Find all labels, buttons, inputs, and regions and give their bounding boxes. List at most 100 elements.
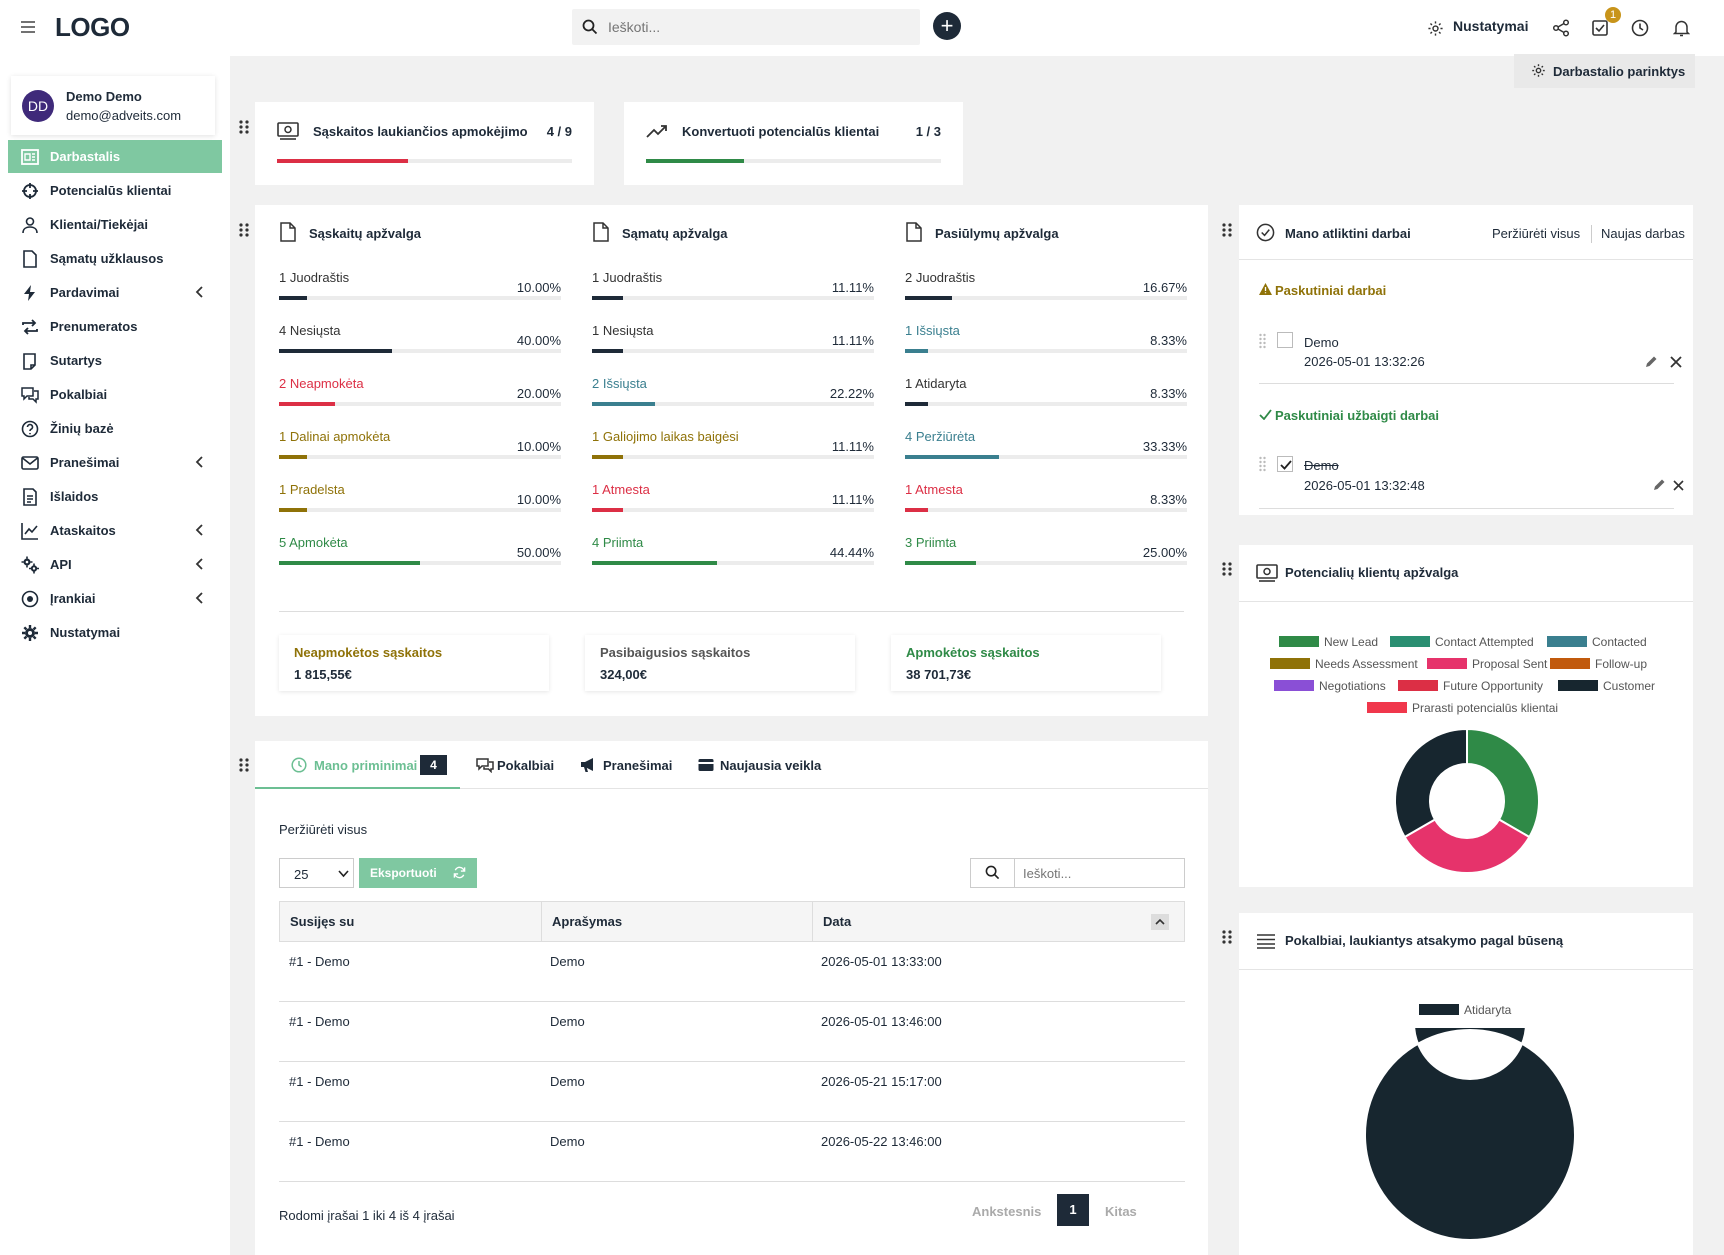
drag-handle-icon[interactable] (1222, 223, 1234, 239)
next-page-button[interactable]: Kitas (1105, 1204, 1137, 1219)
sidebar-item-12[interactable]: API (8, 548, 222, 581)
tab-reminders[interactable]: Mano priminimai 4 (255, 741, 460, 789)
overview-row[interactable]: 3 Priimta 25.00% (905, 535, 1187, 575)
stat-card-leads[interactable]: Konvertuoti potencialūs klientai 1 / 3 (624, 102, 963, 185)
legend-item[interactable]: Prarasti potencialūs klientai (1367, 701, 1558, 715)
overview-row[interactable]: 5 Apmokėta 50.00% (279, 535, 561, 575)
task-checkbox-checked[interactable] (1277, 456, 1293, 472)
table-row[interactable]: #1 - Demo Demo 2026-05-21 15:17:00 (279, 1062, 1185, 1122)
overview-row[interactable]: 1 Juodraštis 10.00% (279, 270, 561, 310)
overview-row[interactable]: 2 Juodraštis 16.67% (905, 270, 1187, 310)
column-header[interactable]: Aprašymas (541, 902, 812, 942)
legend-item[interactable]: New Lead (1279, 635, 1378, 649)
sidebar-item-8[interactable]: Žinių bazė (8, 412, 222, 445)
legend-item[interactable]: Future Opportunity (1398, 679, 1543, 693)
sidebar-item-11[interactable]: Ataskaitos (8, 514, 222, 547)
quick-add-button[interactable]: + (933, 12, 961, 40)
column-header[interactable]: Data (812, 902, 1186, 942)
view-all-reminders-link[interactable]: Peržiūrėti visus (279, 822, 368, 837)
overview-row[interactable]: 1 Pradelsta 10.00% (279, 482, 561, 522)
user-card[interactable]: DD Demo Demo demo@adveits.com (11, 76, 215, 135)
overview-row[interactable]: 1 Atmesta 8.33% (905, 482, 1187, 522)
settings-link[interactable]: Nustatymai (1453, 18, 1529, 34)
drag-handle-icon[interactable] (1259, 333, 1266, 349)
tab-announcements[interactable]: Pranešimai (578, 741, 678, 789)
refresh-icon[interactable] (453, 866, 466, 879)
column-header[interactable]: Susijęs su (290, 914, 355, 929)
dashboard-options-button[interactable]: Darbastalio parinktys (1514, 54, 1695, 88)
tab-latest-activity[interactable]: Naujausia veikla (698, 741, 838, 789)
legend-item[interactable]: Atidaryta (1419, 1003, 1511, 1017)
sidebar-item-10[interactable]: Išlaidos (8, 480, 222, 513)
drag-handle-icon[interactable] (239, 120, 251, 136)
task-name[interactable]: Demo (1304, 458, 1339, 473)
drag-handle-icon[interactable] (1222, 930, 1234, 946)
menu-icon[interactable] (20, 20, 36, 34)
prev-page-button[interactable]: Ankstesnis (972, 1204, 1042, 1219)
table-row[interactable]: #1 - Demo Demo 2026-05-01 13:46:00 (279, 1002, 1185, 1062)
page-1-button[interactable]: 1 (1057, 1194, 1089, 1226)
legend-item[interactable]: Customer (1558, 679, 1655, 693)
legend-item[interactable]: Proposal Sent (1427, 657, 1547, 671)
overview-row[interactable]: 4 Nesiųsta 40.00% (279, 323, 561, 363)
drag-handle-icon[interactable] (1222, 562, 1234, 578)
donut-slice-atidaryta[interactable] (1364, 1028, 1576, 1241)
sidebar-item-1[interactable]: Potencialūs klientai (8, 174, 222, 207)
overview-row[interactable]: 1 Dalinai apmokėta 10.00% (279, 429, 561, 469)
summary-box[interactable]: Pasibaigusios sąskaitos 324,00€ (585, 635, 855, 691)
stat-card-invoices[interactable]: Sąskaitos laukiančios apmokėjimo 4 / 9 (255, 102, 594, 185)
drag-handle-icon[interactable] (239, 758, 251, 774)
overview-row[interactable]: 1 Atidaryta 8.33% (905, 376, 1187, 416)
overview-row[interactable]: 2 Išsiųsta 22.22% (592, 376, 874, 416)
task-name[interactable]: Demo (1304, 335, 1339, 350)
clock-icon[interactable] (1631, 19, 1649, 37)
tab-chats[interactable]: Pokalbiai (473, 741, 563, 789)
sidebar-item-0[interactable]: Darbastalis (8, 140, 222, 173)
donut-slice-proposal-sent[interactable] (1403, 818, 1531, 874)
table-search[interactable] (970, 858, 1185, 888)
legend-item[interactable]: Needs Assessment (1270, 657, 1418, 671)
share-icon[interactable] (1552, 19, 1570, 37)
donut-slice-customer[interactable] (1394, 727, 1468, 839)
gear-icon[interactable] (1427, 20, 1444, 37)
table-row[interactable]: #1 - Demo Demo 2026-05-22 13:46:00 (279, 1122, 1185, 1182)
overview-row[interactable]: 4 Peržiūrėta 33.33% (905, 429, 1187, 469)
search-input[interactable] (608, 9, 908, 45)
task-checkbox[interactable] (1277, 332, 1293, 348)
sidebar-item-5[interactable]: Prenumeratos (8, 310, 222, 343)
overview-row[interactable]: 1 Nesiųsta 11.11% (592, 323, 874, 363)
overview-row[interactable]: 4 Priimta 44.44% (592, 535, 874, 575)
sidebar-item-14[interactable]: Nustatymai (8, 616, 222, 649)
edit-icon[interactable] (1644, 355, 1658, 369)
bell-icon[interactable] (1673, 19, 1690, 37)
overview-row[interactable]: 1 Galiojimo laikas baigėsi 11.11% (592, 429, 874, 469)
overview-row[interactable]: 2 Neapmokėta 20.00% (279, 376, 561, 416)
logo[interactable]: LOGO (55, 12, 130, 42)
global-search[interactable] (572, 9, 920, 45)
summary-box[interactable]: Apmokėtos sąskaitos 38 701,73€ (891, 635, 1161, 691)
sidebar-item-3[interactable]: Sąmatų užklausos (8, 242, 222, 275)
table-search-input[interactable] (1023, 863, 1173, 883)
drag-handle-icon[interactable] (239, 223, 251, 239)
new-task-link[interactable]: Naujas darbas (1601, 226, 1685, 241)
overview-row[interactable]: 1 Atmesta 11.11% (592, 482, 874, 522)
close-icon[interactable] (1670, 356, 1682, 368)
overview-row[interactable]: 1 Juodraštis 11.11% (592, 270, 874, 310)
sidebar-item-9[interactable]: Pranešimai (8, 446, 222, 479)
sidebar-item-13[interactable]: Įrankiai (8, 582, 222, 615)
summary-box[interactable]: Neapmokėtos sąskaitos 1 815,55€ (279, 635, 549, 691)
sidebar-item-2[interactable]: Klientai/Tiekėjai (8, 208, 222, 241)
donut-slice-new-lead[interactable] (1466, 727, 1540, 839)
legend-item[interactable]: Contact Attempted (1390, 635, 1534, 649)
sort-up-icon[interactable] (1151, 914, 1169, 930)
edit-icon[interactable] (1652, 478, 1666, 492)
legend-item[interactable]: Contacted (1547, 635, 1647, 649)
view-all-tasks-link[interactable]: Peržiūrėti visus (1492, 226, 1581, 241)
page-size-select[interactable]: 25 (279, 858, 354, 888)
legend-item[interactable]: Follow-up (1550, 657, 1647, 671)
overview-row[interactable]: 1 Išsiųsta 8.33% (905, 323, 1187, 363)
avatar[interactable]: DD (22, 90, 54, 122)
table-row[interactable]: #1 - Demo Demo 2026-05-01 13:33:00 (279, 942, 1185, 1002)
export-button[interactable]: Eksportuoti (359, 858, 477, 888)
drag-handle-icon[interactable] (1259, 456, 1266, 472)
